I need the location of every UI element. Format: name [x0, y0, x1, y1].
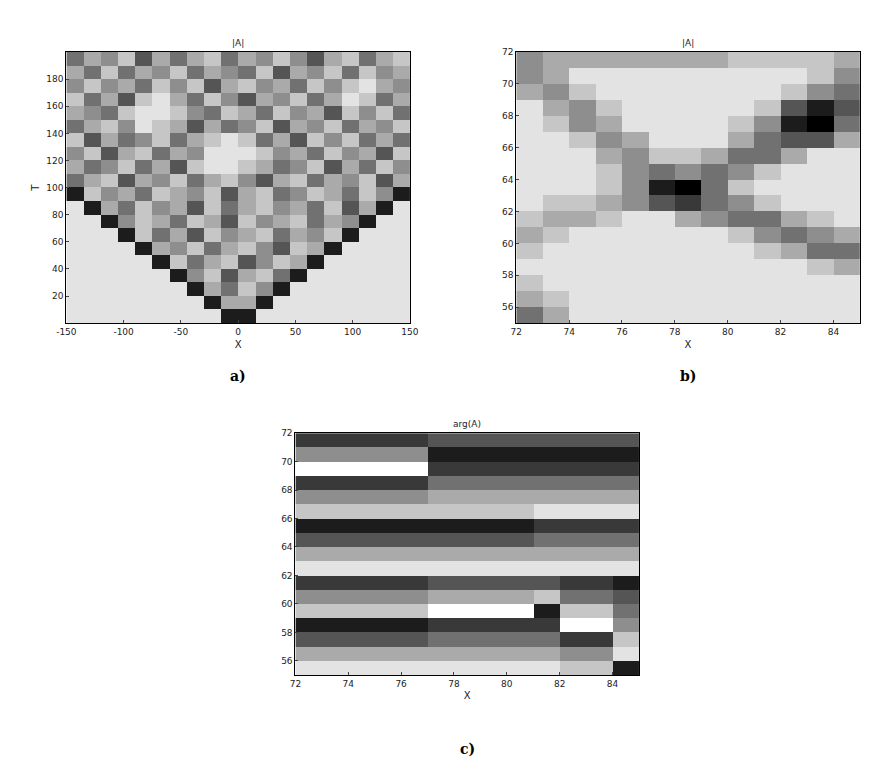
svg-text:60: 60 — [502, 239, 514, 249]
svg-text:56: 56 — [281, 656, 293, 666]
svg-text:0: 0 — [235, 327, 241, 337]
svg-text:-100: -100 — [113, 327, 134, 337]
svg-text:20: 20 — [52, 291, 64, 301]
svg-text:82: 82 — [554, 679, 565, 689]
svg-text:82: 82 — [775, 327, 786, 337]
svg-text:58: 58 — [502, 270, 514, 280]
svg-text:X: X — [464, 690, 471, 701]
svg-text:c): c) — [460, 741, 475, 757]
svg-text:68: 68 — [281, 485, 293, 495]
svg-text:60: 60 — [52, 237, 64, 247]
svg-text:64: 64 — [281, 542, 293, 552]
svg-text:74: 74 — [563, 327, 575, 337]
svg-text:b): b) — [680, 368, 696, 384]
svg-text:-50: -50 — [174, 327, 189, 337]
svg-text:100: 100 — [344, 327, 361, 337]
svg-text:arg(A): arg(A) — [453, 419, 481, 429]
svg-text:70: 70 — [281, 457, 293, 467]
svg-text:66: 66 — [281, 514, 293, 524]
svg-text:72: 72 — [511, 327, 522, 337]
svg-text:84: 84 — [607, 679, 619, 689]
svg-text:60: 60 — [281, 599, 293, 609]
svg-text:80: 80 — [722, 327, 734, 337]
svg-text:80: 80 — [52, 210, 64, 220]
svg-text:66: 66 — [502, 143, 514, 153]
svg-text:84: 84 — [828, 327, 840, 337]
svg-text:70: 70 — [502, 79, 514, 89]
svg-text:80: 80 — [501, 679, 513, 689]
svg-text:120: 120 — [46, 156, 63, 166]
svg-text:T: T — [30, 184, 41, 192]
svg-text:50: 50 — [290, 327, 302, 337]
svg-text:72: 72 — [281, 428, 292, 438]
svg-text:76: 76 — [616, 327, 628, 337]
svg-text:64: 64 — [502, 175, 514, 185]
svg-text:72: 72 — [290, 679, 301, 689]
svg-text:76: 76 — [395, 679, 407, 689]
svg-text:-150: -150 — [56, 327, 77, 337]
svg-text:56: 56 — [502, 302, 514, 312]
svg-text:a): a) — [230, 368, 246, 384]
svg-text:180: 180 — [46, 74, 63, 84]
svg-text:78: 78 — [448, 679, 460, 689]
svg-text:62: 62 — [281, 571, 292, 581]
svg-text:74: 74 — [343, 679, 355, 689]
svg-text:40: 40 — [52, 264, 64, 274]
svg-text:|A|: |A| — [682, 38, 694, 48]
svg-text:62: 62 — [502, 207, 513, 217]
svg-text:140: 140 — [46, 129, 63, 139]
svg-text:72: 72 — [502, 47, 513, 57]
svg-text:100: 100 — [46, 183, 63, 193]
svg-text:160: 160 — [46, 101, 63, 111]
svg-text:78: 78 — [669, 327, 681, 337]
svg-text:68: 68 — [502, 111, 514, 121]
svg-text:|A|: |A| — [232, 38, 244, 48]
svg-text:X: X — [685, 339, 692, 350]
svg-text:X: X — [235, 339, 242, 350]
svg-text:58: 58 — [281, 628, 293, 638]
svg-text:150: 150 — [401, 327, 418, 337]
